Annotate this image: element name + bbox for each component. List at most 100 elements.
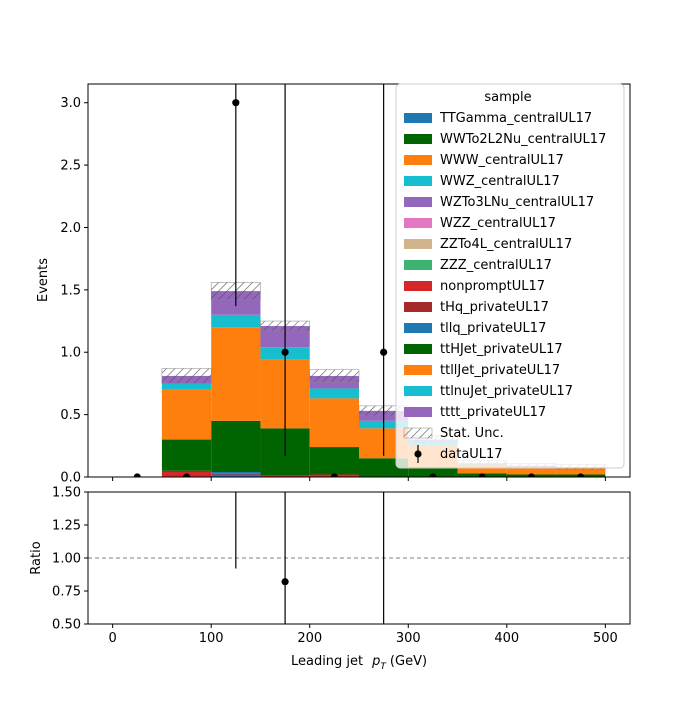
x-axis-label-sub: T [380,662,387,672]
legend-title: sample [484,90,531,105]
data-point-3 [281,348,289,356]
ratio-y-tick-label-1: 0.75 [52,585,81,600]
ratio-x-ticks: 0 100 200 300 400 500 [108,624,618,646]
legend-swatch-ttHJet_privateUL17 [404,344,432,354]
legend-label-ttlnuJet_privateUL17: ttlnuJet_privateUL17 [440,384,573,399]
ratio-y-tick-label-0: 0.50 [52,618,81,633]
x-tick-label-1: 100 [199,631,224,646]
x-tick-label-3: 300 [396,631,421,646]
legend-swatch-WWTo2L2Nu_centralUL17 [404,134,432,144]
x-axis-label: Leading jet pT (GeV) [291,654,427,672]
bar-ttlnuJet_privateUL17-bin-4 [309,388,359,399]
bar-nonpromptUL17-bin-2 [211,473,261,475]
legend-swatch-WZZ_centralUL17 [404,218,432,228]
main-y-axis-label: Events [36,258,51,302]
main-y-tick-label-5: 2.5 [60,159,81,174]
data-point-1 [182,473,191,477]
legend-swatch-tllq_privateUL17 [404,323,432,333]
legend-label-data: dataUL17 [440,447,503,462]
legend-swatch-nonpromptUL17 [404,281,432,291]
bar-nonpromptUL17-bin-3 [260,475,310,477]
legend-swatch-WWZ_centralUL17 [404,176,432,186]
x-tick-label-4: 400 [494,631,519,646]
legend-label-stat-unc: Stat. Unc. [440,426,504,441]
main-y-tick-label-2: 1.0 [60,346,81,361]
legend-swatch-WWW_centralUL17 [404,155,432,165]
bar-tHq_privateUL17-bin-1 [161,470,212,473]
legend-swatch-ZZTo4L_centralUL17 [404,239,432,249]
main-y-tick-label-6: 3.0 [60,96,81,111]
data-point-0 [133,473,141,477]
bar-ttHJet_privateUL17-bin-4 [309,447,359,475]
stat-unc-bin-4 [309,369,360,383]
bar-ttllJet_privateUL17-bin-4 [309,398,359,448]
bar-ttlnuJet_privateUL17-bin-2 [211,314,261,328]
bar-ttllJet_privateUL17-bin-1 [161,389,212,440]
legend-swatch-stat-unc [403,427,433,439]
bar-tllq_privateUL17-bin-2 [211,472,261,474]
bar-ttllJet_privateUL17-bin-8 [506,468,557,475]
data-point-2 [232,99,240,107]
bar-ttHJet_privateUL17-bin-6 [408,467,458,477]
ratio-y-tick-label-2: 1.00 [52,552,81,567]
legend-label-ttHJet_privateUL17: ttHJet_privateUL17 [440,342,563,357]
legend-label-ttllJet_privateUL17: ttllJet_privateUL17 [440,363,560,378]
bar-ttHJet_privateUL17-bin-1 [161,439,212,471]
data-point-7 [478,473,486,477]
legend-swatch-tttt_privateUL17 [404,407,432,417]
legend-swatch-ttllJet_privateUL17 [404,365,432,375]
ratio-y-tick-label-4: 1.50 [52,486,81,501]
main-y-tick-label-3: 1.5 [60,283,81,298]
ratio-y-axis-label: Ratio [29,541,44,574]
bar-ttHJet_privateUL17-bin-2 [211,420,261,473]
bar-TTGamma_centralUL17-bin-2 [211,474,261,477]
data-point-4 [330,473,338,477]
legend: sample TTGamma_centralUL17 WWTo2L2Nu_cent… [395,83,625,469]
legend-data-marker [414,450,422,458]
bar-ttllJet_privateUL17-bin-9 [556,468,606,475]
legend-label-tttt_privateUL17: tttt_privateUL17 [440,405,546,420]
ratio-y-ticks: 0.50 0.75 1.00 1.25 1.50 [52,486,88,633]
main-y-tick-label-0: 0.0 [60,471,81,486]
legend-label-nonpromptUL17: nonpromptUL17 [440,279,545,294]
ratio-content [88,492,630,624]
main-x-ticks [112,477,606,481]
x-axis-label-unit: (GeV) [390,654,427,669]
bar-ttlnuJet_privateUL17-bin-1 [161,383,212,390]
legend-label-tHq_privateUL17: tHq_privateUL17 [440,300,549,315]
ratio-y-tick-label-3: 1.25 [52,519,81,534]
legend-box [395,83,625,469]
bar-ttllJet_privateUL17-bin-2 [211,327,261,421]
x-tick-label-2: 200 [297,631,322,646]
data-point-5 [380,348,388,356]
main-y-tick-label-1: 0.5 [60,408,81,423]
data-point-8 [527,473,536,477]
legend-label-ZZTo4L_centralUL17: ZZTo4L_centralUL17 [440,237,572,252]
legend-label-WZZ_centralUL17: WZZ_centralUL17 [440,216,556,231]
legend-items: TTGamma_centralUL17 WWTo2L2Nu_centralUL17… [403,111,606,463]
data-point-6 [429,473,437,477]
legend-swatch-tHq_privateUL17 [404,302,432,312]
data-point-9 [577,473,585,477]
legend-label-WWW_centralUL17: WWW_centralUL17 [440,153,564,168]
x-axis-label-p: p [371,654,380,669]
main-axes-frame [87,83,631,478]
legend-label-WZTo3LNu_centralUL17: WZTo3LNu_centralUL17 [440,195,594,210]
legend-swatch-TTGamma_centralUL17 [404,113,432,123]
legend-label-ZZZ_centralUL17: ZZZ_centralUL17 [440,258,552,273]
legend-swatch-WZTo3LNu_centralUL17 [404,197,432,207]
legend-swatch-ttlnuJet_privateUL17 [404,386,432,396]
legend-swatch-ZZZ_centralUL17 [404,260,432,270]
ratio-point-1 [281,578,289,586]
data-points [133,84,585,477]
ratio-plot: 0.50 0.75 1.00 1.25 1.50 0 100 200 300 400 500 Ra… [29,486,631,672]
main-y-ticks: 0.0 0.5 1.0 1.5 2.0 2.5 3.0 [60,96,88,486]
main-plot: 0.0 0.5 1.0 1.5 2.0 2.5 3.0 Events [36,83,631,486]
x-axis-label-main: Leading jet [291,654,363,669]
x-tick-label-0: 0 [108,631,116,646]
main-y-tick-label-4: 2.0 [60,221,81,236]
legend-label-WWTo2L2Nu_centralUL17: WWTo2L2Nu_centralUL17 [440,132,606,147]
legend-label-TTGamma_centralUL17: TTGamma_centralUL17 [439,111,592,126]
legend-label-WWZ_centralUL17: WWZ_centralUL17 [440,174,560,189]
